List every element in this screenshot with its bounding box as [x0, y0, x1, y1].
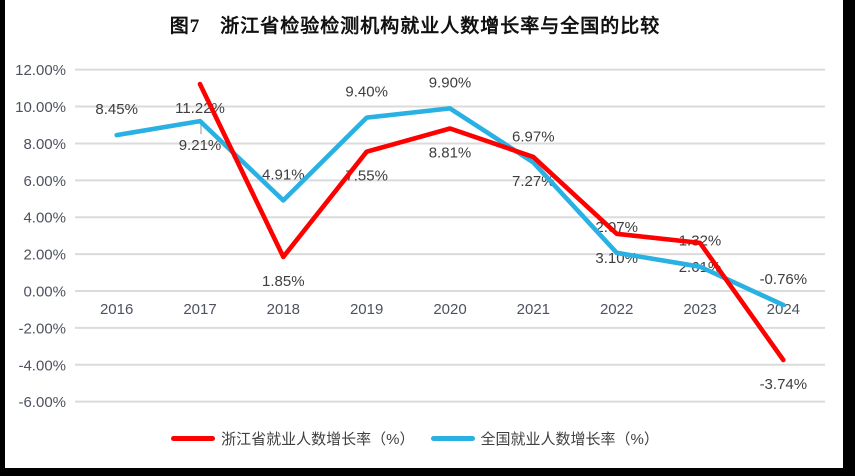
legend-item-zhejiang: 浙江省就业人数增长率（%）	[171, 428, 415, 449]
legend-line-swatch	[430, 435, 475, 441]
x-axis-year-label: 2020	[433, 301, 466, 318]
screenshot-border-bottom	[0, 468, 855, 476]
legend-line-swatch	[171, 435, 216, 441]
x-axis-year-label: 2024	[767, 301, 800, 318]
screenshot-border-right	[843, 0, 855, 476]
data-label-national: 8.45%	[95, 101, 138, 118]
data-label-national: 9.90%	[429, 74, 472, 91]
chart-canvas: 12.00% 10.00% 8.00% 6.00% 4.00% 2.00% 0.00% -2.…	[15, 62, 825, 411]
y-axis-tick-label: 10.00%	[15, 99, 66, 116]
data-label-national: 4.91%	[262, 166, 305, 183]
legend-label: 全国就业人数增长率（%）	[480, 430, 659, 448]
series-line-national	[114, 106, 786, 308]
data-label-national: -0.76%	[760, 271, 808, 288]
data-label-national: 6.97%	[512, 128, 555, 145]
data-label-zhejiang: -3.74%	[760, 376, 808, 393]
x-axis-year-label: 2022	[600, 301, 633, 318]
data-label-zhejiang: 11.22%	[175, 100, 225, 117]
screenshot-border-left	[0, 0, 5, 476]
data-label-zhejiang: 7.55%	[345, 168, 388, 185]
y-axis-tick-label: 2.00%	[23, 247, 66, 264]
series-line-zhejiang	[197, 81, 786, 363]
y-axis-tick-label: -6.00%	[18, 394, 66, 411]
legend: 浙江省就业人数增长率（%） 全国就业人数增长率（%）	[5, 426, 825, 450]
x-axis-year-label: 2019	[350, 301, 383, 318]
y-axis-tick-label: -4.00%	[18, 357, 66, 374]
y-axis-tick-label: 6.00%	[23, 173, 66, 190]
chart-title: 图7 浙江省检验检测机构就业人数增长率与全国的比较	[169, 16, 661, 37]
chart-panel: 图7 浙江省检验检测机构就业人数增长率与全国的比较 12.00% 10.00% 8.…	[5, 0, 843, 468]
data-label-zhejiang: 8.81%	[429, 145, 472, 162]
y-axis-tick-label: 8.00%	[23, 136, 66, 153]
data-label-national: 9.40%	[345, 84, 388, 101]
x-axis-year-label: 2023	[683, 301, 716, 318]
y-axis-tick-label: 4.00%	[23, 210, 66, 227]
legend-item-national: 全国就业人数增长率（%）	[430, 428, 659, 449]
x-axis-year-label: 2018	[267, 301, 300, 318]
data-label-zhejiang: 1.85%	[262, 273, 305, 290]
x-axis-year-label: 2017	[183, 301, 216, 318]
y-axis-tick-label: 12.00%	[15, 62, 66, 79]
x-axis-year-label: 2016	[100, 301, 133, 318]
x-axis-year-label: 2021	[517, 301, 550, 318]
y-axis-tick-label: 0.00%	[23, 284, 66, 301]
y-axis-tick-label: -2.00%	[18, 320, 66, 337]
legend-label: 浙江省就业人数增长率（%）	[221, 430, 415, 448]
data-label-national: 9.21%	[179, 137, 222, 154]
